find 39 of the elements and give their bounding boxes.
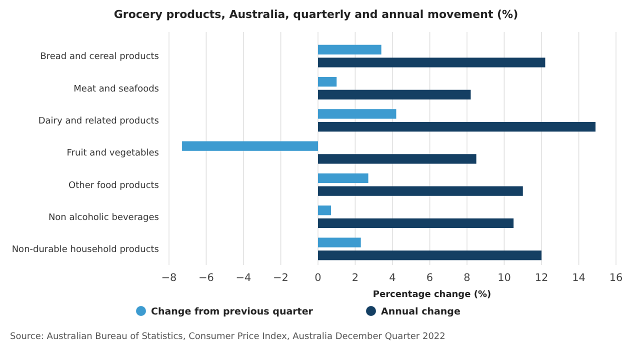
- x-tick-label: −6: [198, 272, 214, 284]
- bar: [318, 90, 471, 100]
- x-axis-title: Percentage change (%): [372, 290, 492, 300]
- y-tick-label: Meat and seafoods: [74, 84, 160, 94]
- legend-label: Annual change: [381, 306, 460, 318]
- bar: [318, 109, 396, 119]
- y-tick-label: Dairy and related products: [38, 116, 160, 127]
- bar: [318, 218, 514, 228]
- chart-title: Grocery products, Australia, quarterly and annual movement (%): [114, 8, 518, 21]
- bar: [182, 141, 318, 151]
- y-tick-label: Non-durable household products: [12, 245, 160, 256]
- x-tick-label: 6: [426, 272, 434, 284]
- bar: [318, 206, 332, 216]
- y-tick-label: Non alcoholic beverages: [48, 212, 160, 223]
- bar: [318, 250, 542, 260]
- y-tick-label: Fruit and vegetables: [66, 148, 160, 159]
- bar: [318, 186, 523, 196]
- bar: [318, 44, 382, 54]
- y-tick-label: Bread and cereal products: [40, 52, 160, 62]
- bar: [318, 154, 476, 164]
- x-tick-label: −8: [161, 272, 177, 284]
- bar: [318, 173, 368, 184]
- x-tick-label: 0: [314, 272, 322, 284]
- bar: [318, 122, 596, 132]
- y-tick-label: Other food products: [68, 180, 160, 191]
- x-tick-label: 12: [534, 272, 548, 284]
- x-tick-label: 14: [572, 272, 586, 284]
- x-tick-label: 4: [389, 272, 396, 284]
- x-tick-label: 8: [464, 272, 470, 284]
- legend-label: Change from previous quarter: [151, 306, 314, 318]
- bar: [318, 58, 546, 68]
- x-tick-label: 16: [609, 272, 623, 284]
- x-tick-label: 2: [352, 272, 359, 284]
- x-tick-label: 10: [498, 272, 511, 284]
- x-tick-label: −2: [273, 272, 288, 284]
- bar: [318, 76, 337, 87]
- x-tick-label: −4: [236, 272, 252, 284]
- source-note: Source: Australian Bureau of Statistics, Consumer Price Index, Australia December Quarter 2022: [10, 332, 446, 342]
- bar: [318, 238, 361, 248]
